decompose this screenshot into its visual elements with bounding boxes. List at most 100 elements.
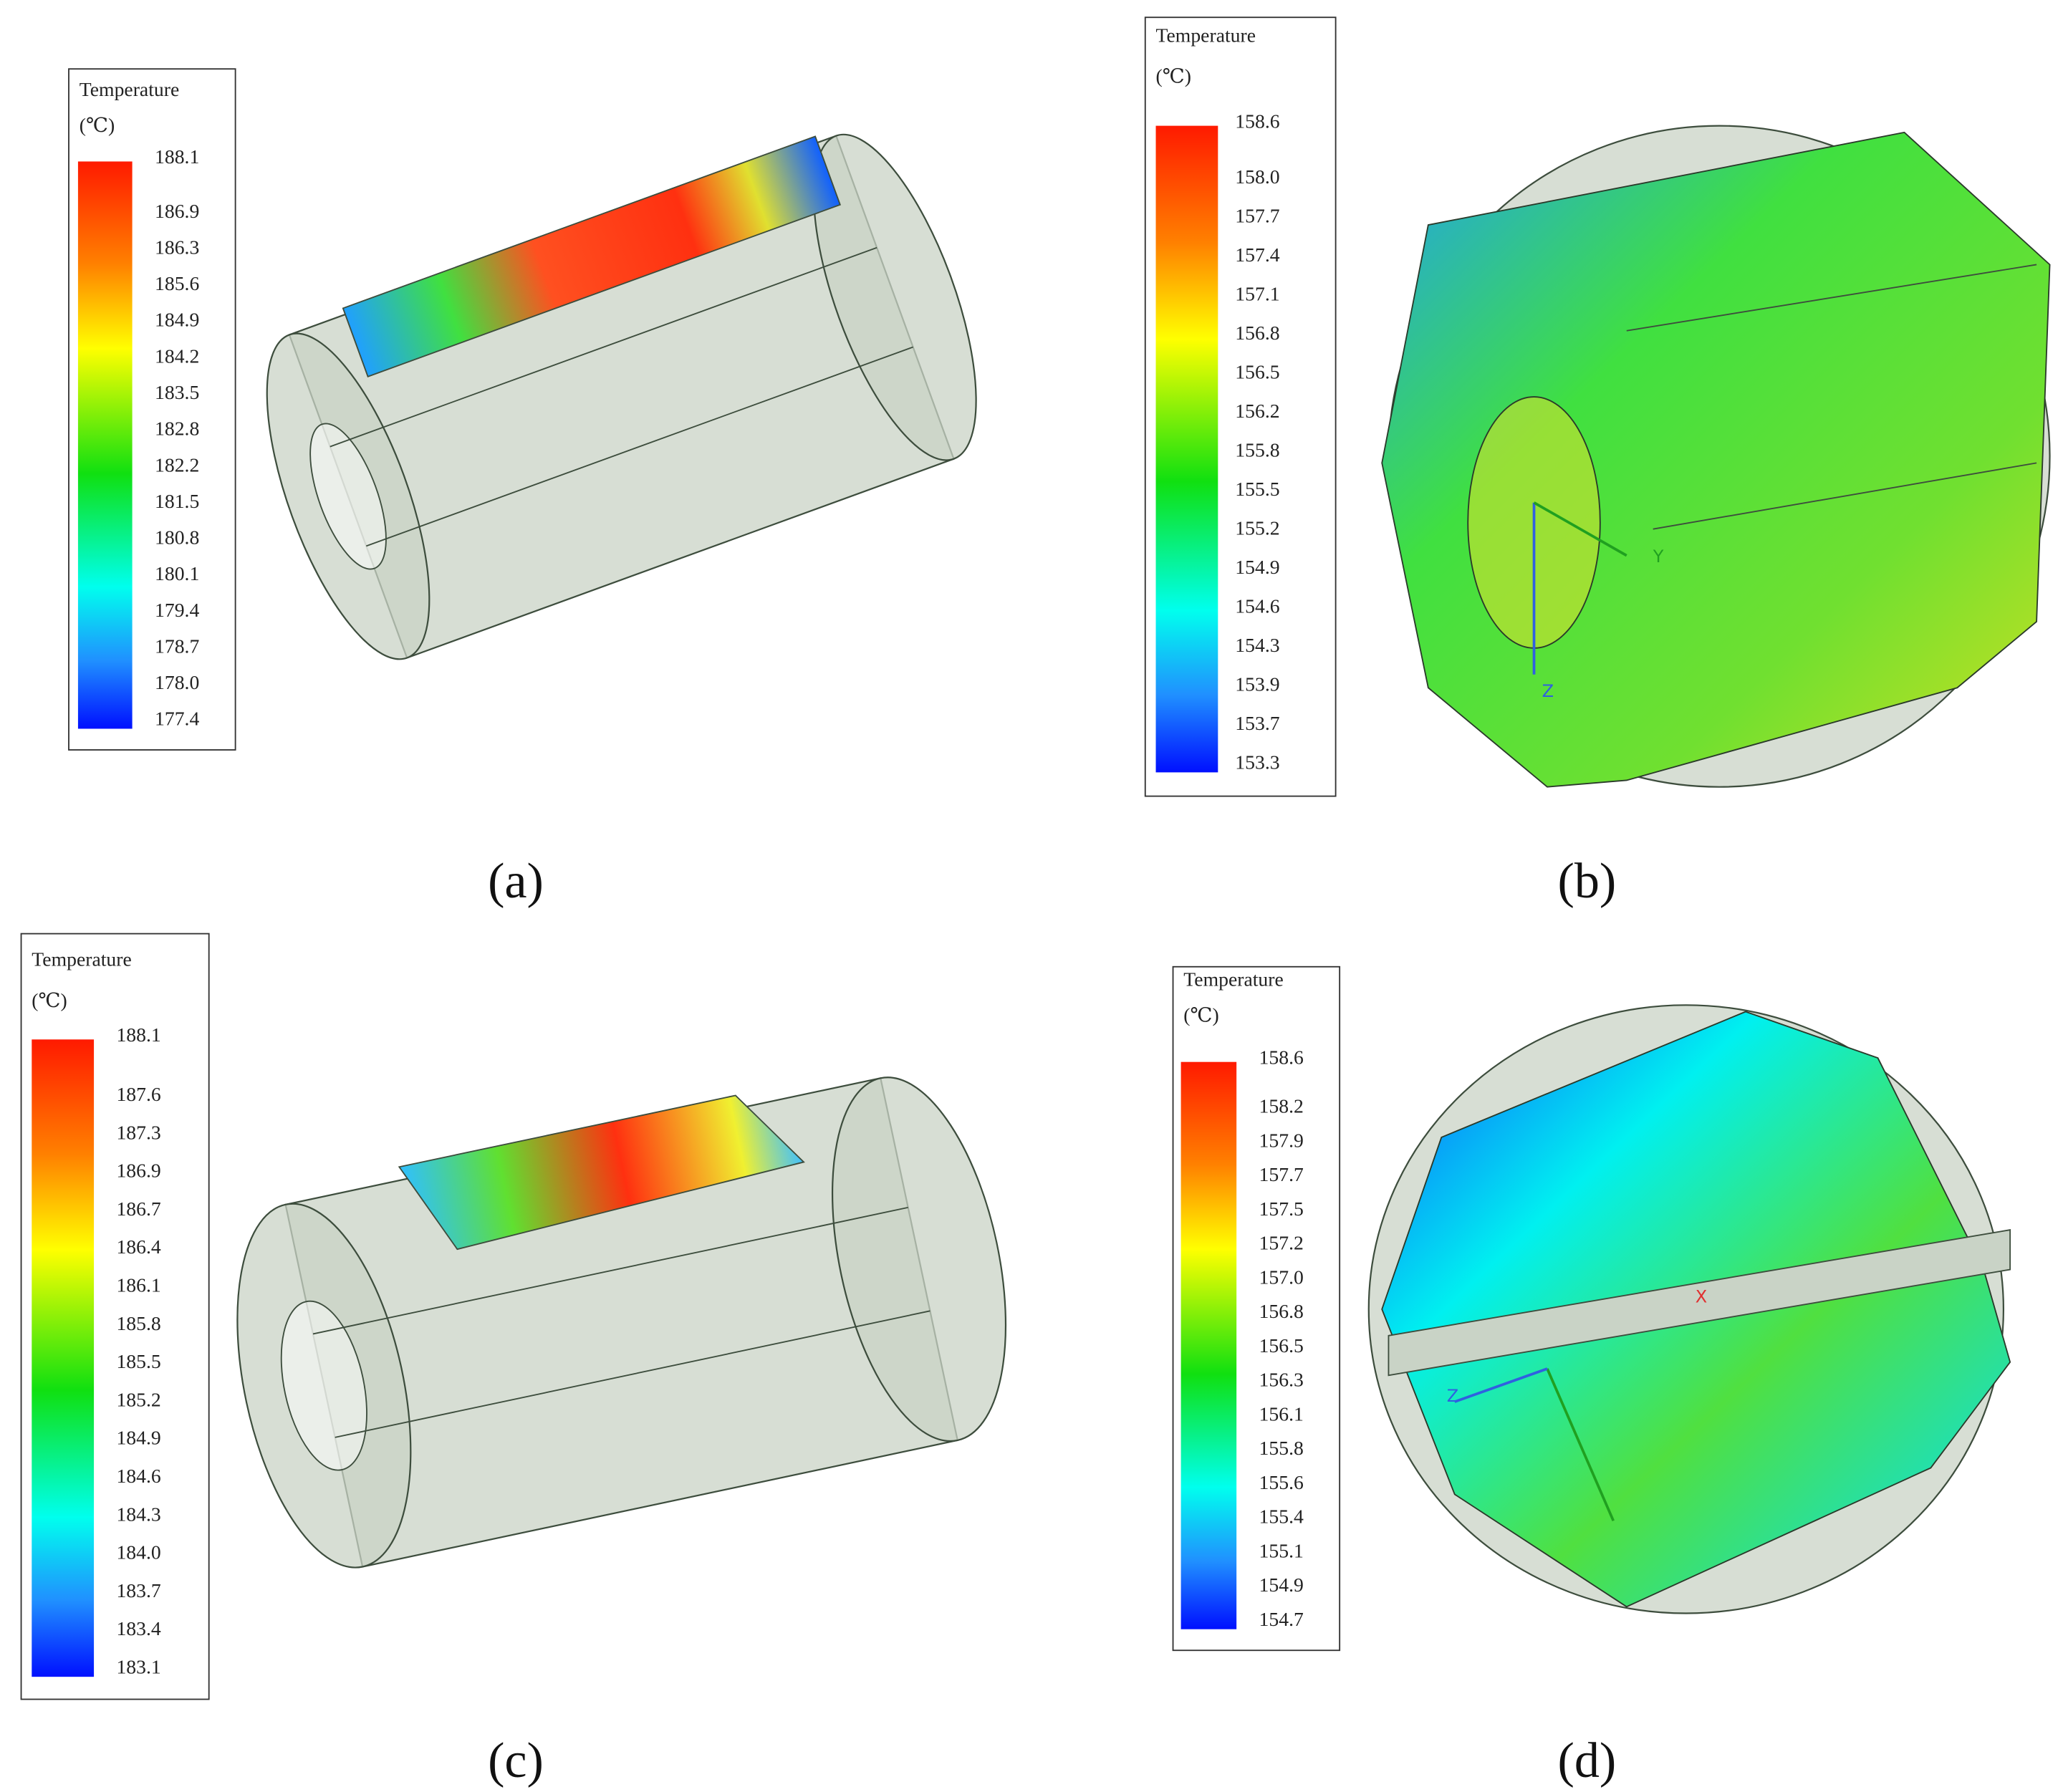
legend-label: 187.6 bbox=[116, 1083, 160, 1105]
panel-caption: (a) bbox=[488, 853, 544, 909]
legend-label: 186.7 bbox=[116, 1198, 160, 1220]
legend-title: Temperature bbox=[1183, 968, 1284, 990]
panel-caption: (d) bbox=[1557, 1733, 1616, 1788]
legend-label: 154.9 bbox=[1235, 556, 1279, 578]
legend-unit: (℃) bbox=[32, 989, 67, 1011]
legend-label: 155.8 bbox=[1259, 1437, 1304, 1459]
heat-slab bbox=[342, 135, 841, 377]
legend-label: 178.7 bbox=[155, 635, 199, 657]
legend-unit: (℃) bbox=[1156, 65, 1191, 87]
panel-caption: (c) bbox=[488, 1733, 544, 1788]
legend-label: 155.6 bbox=[1259, 1471, 1304, 1493]
legend-label: 181.5 bbox=[155, 490, 199, 512]
legend-unit: (℃) bbox=[80, 114, 115, 136]
bore bbox=[309, 423, 387, 570]
legend-label: 182.8 bbox=[155, 418, 199, 440]
color-bar bbox=[1180, 1061, 1237, 1629]
axis-z bbox=[1454, 1367, 1548, 1403]
gap bbox=[1388, 1229, 2011, 1377]
legend-label: 154.6 bbox=[1235, 595, 1279, 617]
legend-label: 156.5 bbox=[1235, 360, 1279, 382]
color-bar bbox=[77, 161, 133, 729]
legend-label: 155.8 bbox=[1235, 438, 1279, 461]
legend-label: 155.5 bbox=[1235, 478, 1279, 500]
bore bbox=[280, 1300, 367, 1471]
axis-label: Z bbox=[1447, 1386, 1458, 1406]
legend-label: 187.3 bbox=[116, 1121, 160, 1143]
panel-caption: (b) bbox=[1557, 853, 1616, 909]
legend-label: 155.1 bbox=[1259, 1539, 1304, 1561]
legend-title: Temperature bbox=[1156, 24, 1256, 46]
legend-label: 154.9 bbox=[1259, 1574, 1304, 1596]
legend-label: 183.5 bbox=[155, 381, 199, 403]
legend-label: 158.6 bbox=[1235, 110, 1279, 132]
legend-label: 157.9 bbox=[1259, 1129, 1304, 1151]
render-c bbox=[236, 1076, 1007, 1569]
axis-label: Y bbox=[1653, 546, 1664, 567]
legend-label: 155.4 bbox=[1259, 1506, 1304, 1528]
color-bar bbox=[32, 1039, 95, 1677]
legend-label: 158.2 bbox=[1259, 1095, 1304, 1117]
legend-label: 157.5 bbox=[1259, 1198, 1304, 1220]
legend-label: 186.9 bbox=[155, 200, 199, 222]
legend-label: 185.2 bbox=[116, 1388, 160, 1410]
color-bar bbox=[1155, 125, 1218, 773]
legend-label: 188.1 bbox=[116, 1023, 160, 1046]
legend-label: 184.3 bbox=[116, 1503, 160, 1525]
legend-label: 184.9 bbox=[155, 309, 199, 331]
legend-label: 154.7 bbox=[1259, 1608, 1304, 1630]
legend-label: 184.0 bbox=[116, 1541, 160, 1564]
cylinder-end bbox=[831, 1076, 1007, 1442]
legend-label: 156.2 bbox=[1235, 400, 1279, 422]
edge bbox=[365, 346, 913, 547]
legend-label: 183.4 bbox=[116, 1617, 160, 1639]
edge bbox=[330, 246, 877, 448]
legend-label: 177.4 bbox=[155, 708, 199, 730]
legend-label: 155.2 bbox=[1235, 517, 1279, 539]
legend-label: 156.1 bbox=[1259, 1402, 1304, 1425]
legend-label: 188.1 bbox=[155, 145, 199, 168]
legend-label: 156.5 bbox=[1259, 1334, 1304, 1357]
legend-label: 153.3 bbox=[1235, 751, 1279, 774]
edge bbox=[312, 1206, 908, 1335]
axis-label: Z bbox=[1542, 681, 1554, 701]
legend-label: 185.6 bbox=[155, 272, 199, 294]
legend-label: 153.7 bbox=[1235, 712, 1279, 734]
legend-label: 178.0 bbox=[155, 671, 199, 693]
legend-label: 183.7 bbox=[116, 1579, 160, 1601]
cylinder-end bbox=[812, 133, 977, 461]
edge bbox=[1653, 462, 2037, 530]
legend-label: 179.4 bbox=[155, 599, 199, 621]
legend-label: 153.9 bbox=[1235, 673, 1279, 695]
legend-label: 158.0 bbox=[1235, 165, 1279, 188]
legend-label: 157.1 bbox=[1235, 282, 1279, 304]
legend-label: 186.1 bbox=[116, 1274, 160, 1296]
legend-label: 186.3 bbox=[155, 236, 199, 258]
legend-label: 158.6 bbox=[1259, 1046, 1304, 1068]
legend-label: 180.8 bbox=[155, 526, 199, 549]
legend-title: Temperature bbox=[32, 948, 132, 970]
legend-label: 156.3 bbox=[1259, 1369, 1304, 1391]
edge bbox=[335, 1310, 930, 1438]
legend-label: 156.8 bbox=[1235, 322, 1279, 344]
render-a bbox=[266, 133, 977, 660]
axis-y bbox=[1533, 501, 1627, 557]
axis-x bbox=[1546, 1368, 1615, 1522]
legend-label: 157.4 bbox=[1235, 244, 1279, 266]
legend-label: 182.2 bbox=[155, 453, 199, 476]
axis-label: X bbox=[1696, 1287, 1707, 1307]
legend-label: 186.4 bbox=[116, 1235, 160, 1258]
legend-label: 186.9 bbox=[116, 1160, 160, 1182]
legend-label: 185.5 bbox=[116, 1350, 160, 1372]
legend-label: 184.2 bbox=[155, 345, 199, 367]
legend-label: 157.0 bbox=[1259, 1266, 1304, 1288]
edge bbox=[1626, 264, 2037, 332]
legend-label: 157.7 bbox=[1259, 1163, 1304, 1185]
legend-label: 157.7 bbox=[1235, 204, 1279, 226]
legend-label: 180.1 bbox=[155, 562, 199, 584]
legend-label: 157.2 bbox=[1259, 1232, 1304, 1254]
legend-label: 184.6 bbox=[116, 1465, 160, 1487]
heat-slab bbox=[398, 1094, 805, 1251]
